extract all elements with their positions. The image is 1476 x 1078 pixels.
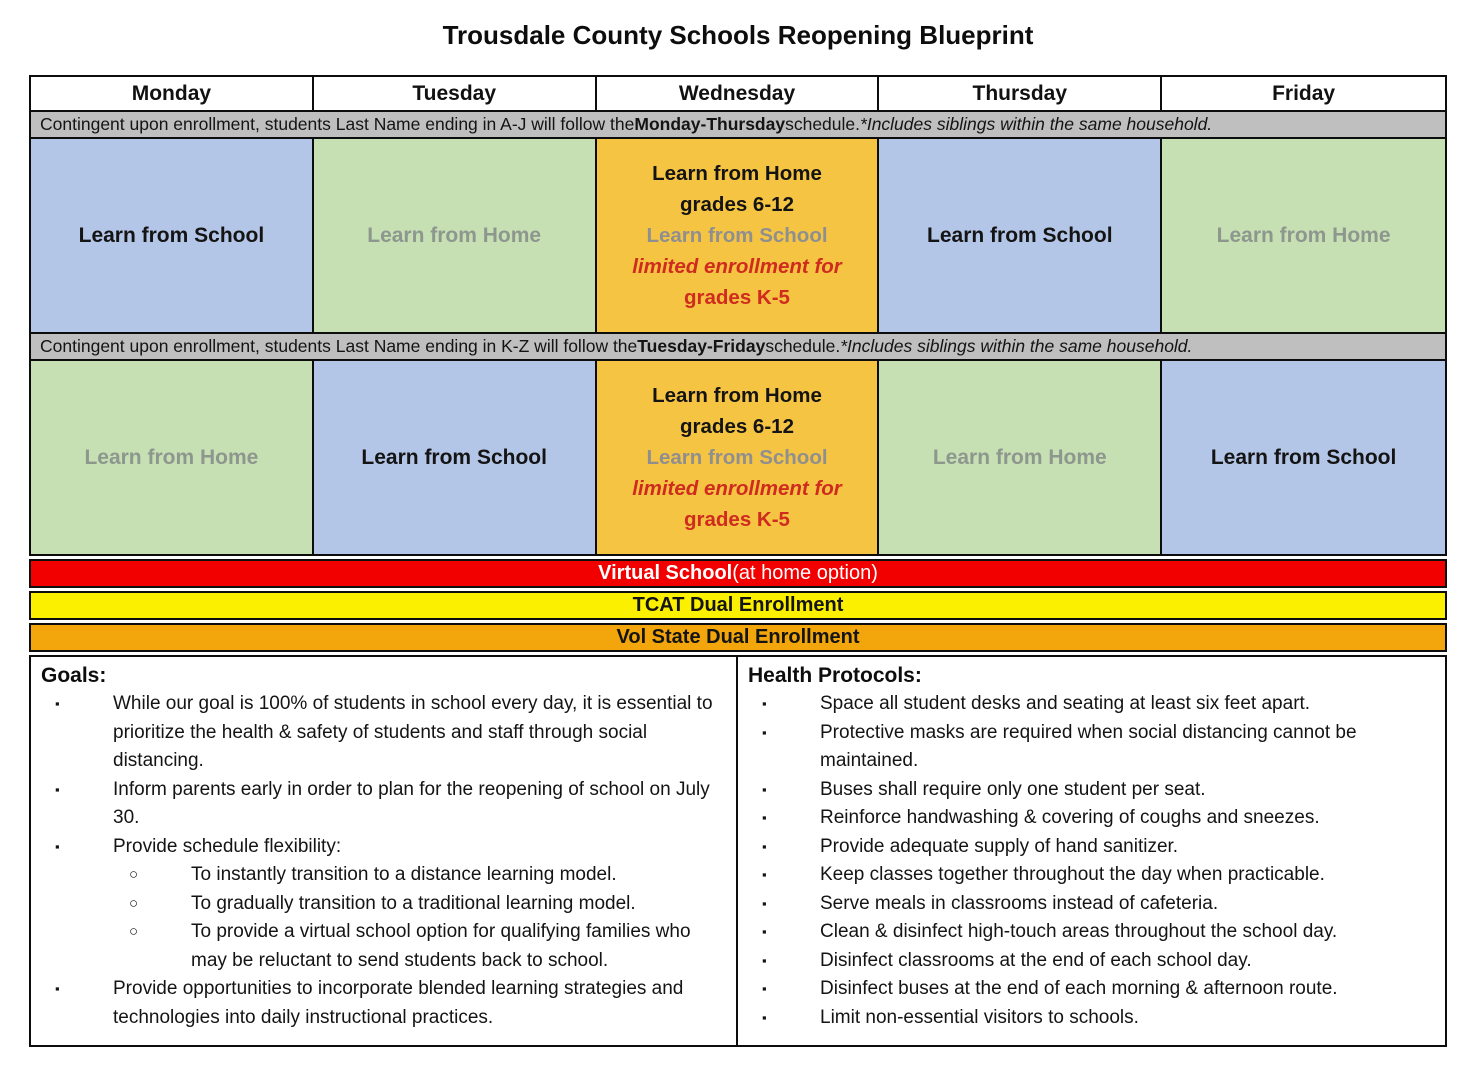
schedule-table: Monday Tuesday Wednesday Thursday Friday… [29, 75, 1447, 556]
week-row-aj: Learn from School Learn from Home Learn … [31, 139, 1445, 332]
goal-sub-item: ○ To instantly transition to a distance … [41, 861, 726, 890]
square-bullet-icon: ▪ [55, 838, 60, 854]
banner-kz-prefix: Contingent upon enrollment, students Las… [40, 336, 638, 356]
health-item: ▪ Disinfect buses at the end of each mor… [748, 975, 1435, 1004]
day-header-tuesday: Tuesday [313, 77, 597, 110]
square-bullet-icon: ▪ [762, 838, 767, 854]
volstate-label: Vol State Dual Enrollment [616, 626, 860, 648]
goals-heading: Goals: [41, 664, 107, 687]
square-bullet-icon: ▪ [762, 981, 767, 996]
cell-kz-tuesday: Learn from School [313, 361, 597, 554]
circle-bullet-icon: ○ [129, 894, 139, 912]
banner-aj-mid: schedule. [785, 114, 861, 134]
health-item: ▪ Disinfect classrooms at the end of eac… [748, 947, 1435, 976]
wed-line-home: Learn from Home [652, 162, 822, 185]
cell-kz-monday: Learn from Home [31, 361, 314, 554]
cell-aj-monday: Learn from School [31, 139, 314, 332]
health-item: ▪ Space all student desks and seating at… [748, 690, 1435, 719]
wed-line-school: Learn from School [646, 446, 828, 469]
cell-label: Learn from Home [932, 445, 1107, 469]
cell-kz-friday: Learn from School [1162, 361, 1445, 554]
goal-item: ▪ Inform parents early in order to plan … [41, 776, 726, 833]
health-item: ▪ Buses shall require only one student p… [748, 776, 1435, 805]
wed-line-grades-k-5: grades K-5 [684, 286, 790, 309]
page-title: Trousdale County Schools Reopening Bluep… [442, 20, 1034, 50]
health-protocols-list: ▪ Space all student desks and seating at… [748, 690, 1435, 1032]
cell-label: Learn from Home [1216, 223, 1391, 247]
square-bullet-icon: ▪ [55, 696, 60, 711]
health-item: ▪ Provide adequate supply of hand saniti… [748, 833, 1435, 862]
cell-kz-thursday: Learn from Home [879, 361, 1163, 554]
virtual-school-sub-label: (at home option) [732, 562, 878, 584]
square-bullet-icon: ▪ [762, 810, 767, 825]
wed-line-limited: limited enrollment for [632, 477, 842, 500]
cell-label: Learn from Home [367, 223, 542, 247]
goal-item: ▪ Provide schedule flexibility: [41, 833, 726, 862]
health-item: ▪ Limit non-essential visitors to school… [748, 1004, 1435, 1033]
info-section: Goals: ▪ While our goal is 100% of stude… [29, 655, 1447, 1047]
cell-kz-wednesday: Learn from Home grades 6-12 Learn from S… [596, 361, 880, 554]
wed-line-limited: limited enrollment for [632, 255, 842, 278]
health-item: ▪ Keep classes together throughout the d… [748, 861, 1435, 890]
square-bullet-icon: ▪ [55, 781, 60, 797]
health-protocols-heading: Health Protocols: [748, 664, 922, 687]
cell-label: Learn from School [927, 223, 1113, 247]
circle-bullet-icon: ○ [129, 866, 139, 883]
day-header-thursday: Thursday [879, 77, 1163, 110]
cell-label: Learn from School [1210, 445, 1397, 469]
square-bullet-icon: ▪ [762, 952, 767, 968]
banner-aj-note: *Includes siblings within the same house… [860, 114, 1213, 134]
day-header-friday: Friday [1162, 77, 1445, 110]
health-item: ▪ Reinforce handwashing & covering of co… [748, 804, 1435, 833]
goals-list: ▪ While our goal is 100% of students in … [41, 690, 726, 1032]
banner-kz-schedule-days: Tuesday-Friday [637, 336, 766, 356]
goal-item: ▪ Provide opportunities to incorporate b… [41, 975, 726, 1032]
health-item: ▪ Serve meals in classrooms instead of c… [748, 890, 1435, 919]
goal-item: ▪ While our goal is 100% of students in … [41, 690, 726, 776]
cell-label: Learn from School [361, 445, 547, 469]
health-protocols-section: Health Protocols: ▪ Space all student de… [738, 657, 1445, 1045]
circle-bullet-icon: ○ [129, 923, 139, 940]
tcat-label: TCAT Dual Enrollment [632, 594, 844, 616]
banner-kz-note: *Includes siblings within the same house… [840, 336, 1193, 356]
banner-kz-mid: schedule. [765, 336, 841, 356]
cell-aj-thursday: Learn from School [879, 139, 1163, 332]
wed-line-grades-k-5: grades K-5 [684, 508, 790, 531]
goal-sub-item: ○ To provide a virtual school option for… [41, 918, 726, 975]
virtual-school-label: Virtual School [598, 562, 733, 584]
day-header-monday: Monday [31, 77, 314, 110]
square-bullet-icon: ▪ [762, 724, 767, 740]
square-bullet-icon: ▪ [762, 924, 767, 939]
cell-label: Learn from School [78, 223, 265, 247]
wed-line-home: Learn from Home [652, 384, 822, 407]
strip-tcat-dual-enrollment: TCAT Dual Enrollment [29, 591, 1447, 620]
banner-aj-prefix: Contingent upon enrollment, students Las… [40, 114, 635, 134]
banner-group-aj: Contingent upon enrollment, students Las… [31, 110, 1445, 139]
goals-section: Goals: ▪ While our goal is 100% of stude… [31, 657, 738, 1045]
health-item: ▪ Clean & disinfect high-touch areas thr… [748, 918, 1435, 947]
strip-virtual-school: Virtual School (at home option) [29, 559, 1447, 588]
day-header-row: Monday Tuesday Wednesday Thursday Friday [31, 77, 1445, 110]
cell-label: Learn from Home [84, 445, 259, 469]
banner-aj-schedule-days: Monday-Thursday [634, 114, 786, 134]
square-bullet-icon: ▪ [762, 1009, 767, 1025]
banner-group-kz: Contingent upon enrollment, students Las… [31, 332, 1445, 361]
square-bullet-icon: ▪ [762, 895, 767, 911]
square-bullet-icon: ▪ [762, 696, 767, 711]
square-bullet-icon: ▪ [55, 981, 60, 996]
health-item: ▪ Protective masks are required when soc… [748, 719, 1435, 776]
cell-aj-tuesday: Learn from Home [313, 139, 597, 332]
goal-sub-item: ○ To gradually transition to a tradition… [41, 890, 726, 919]
week-row-kz: Learn from Home Learn from School Learn … [31, 361, 1445, 554]
cell-aj-friday: Learn from Home [1162, 139, 1445, 332]
wed-line-grades-6-12: grades 6-12 [680, 193, 794, 216]
day-header-wednesday: Wednesday [596, 77, 880, 110]
wed-line-grades-6-12: grades 6-12 [680, 415, 794, 438]
strip-vol-state-dual-enrollment: Vol State Dual Enrollment [29, 623, 1447, 652]
square-bullet-icon: ▪ [762, 781, 767, 797]
cell-aj-wednesday: Learn from Home grades 6-12 Learn from S… [596, 139, 880, 332]
square-bullet-icon: ▪ [762, 867, 767, 882]
wed-line-school: Learn from School [646, 224, 828, 247]
